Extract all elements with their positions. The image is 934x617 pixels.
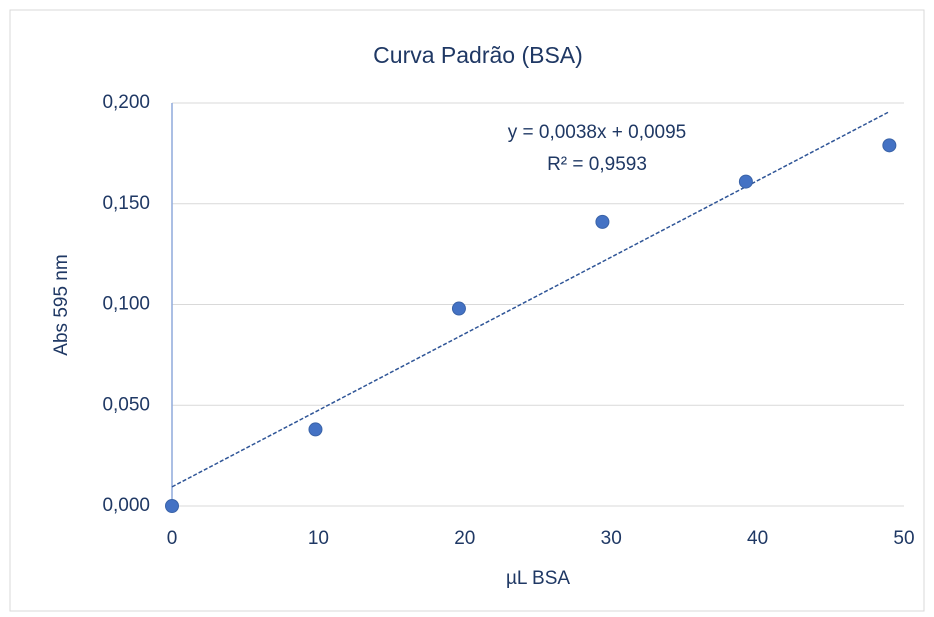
y-axis-label: Abs 595 nm <box>51 254 72 355</box>
data-point <box>451 301 466 316</box>
x-tick-label: 0 <box>167 528 178 549</box>
data-point <box>595 214 610 229</box>
x-tick-label: 50 <box>893 528 914 549</box>
x-tick-label: 10 <box>308 528 329 549</box>
y-tick-label: 0,200 <box>102 92 150 113</box>
chart-border <box>9 9 925 612</box>
trendline-equation: y = 0,0038x + 0,0095 <box>508 122 687 143</box>
data-point <box>738 174 753 189</box>
y-tick-label: 0,150 <box>102 193 150 214</box>
y-tick-label: 0,100 <box>102 294 150 315</box>
chart-title: Curva Padrão (BSA) <box>373 42 583 68</box>
y-tick-label: 0,000 <box>102 495 150 516</box>
data-point <box>165 499 179 513</box>
x-tick-label: 20 <box>454 528 475 549</box>
trendline <box>171 110 890 488</box>
x-axis-label: µL BSA <box>506 568 570 589</box>
data-point <box>882 138 897 153</box>
x-tick-label: 40 <box>747 528 768 549</box>
trendline-r-squared: R² = 0,9593 <box>547 154 647 175</box>
x-tick-label: 30 <box>601 528 622 549</box>
data-point <box>308 422 323 437</box>
y-tick-label: 0,050 <box>102 394 150 415</box>
